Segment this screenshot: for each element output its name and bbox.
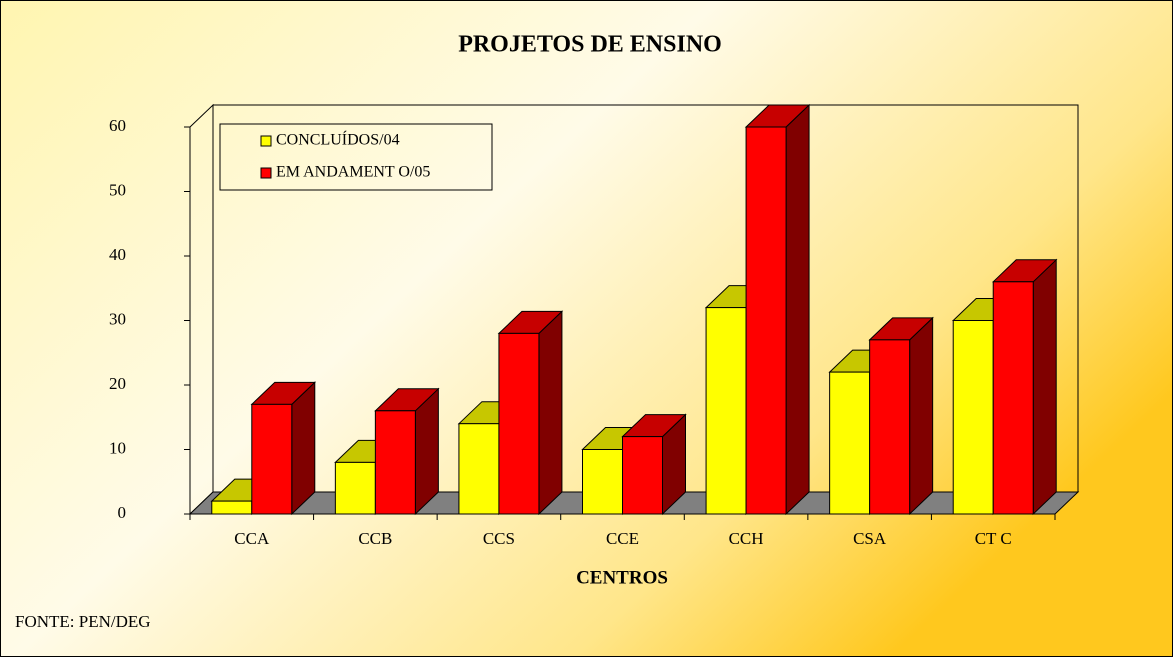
x-tick-label: CT C <box>975 529 1012 548</box>
legend-swatch <box>260 135 272 147</box>
bar <box>868 316 934 516</box>
y-tick-label: 60 <box>109 116 126 135</box>
y-tick-label: 0 <box>118 503 127 522</box>
y-tick-label: 40 <box>109 245 126 264</box>
y-tick-label: 50 <box>109 180 126 199</box>
bar-side <box>785 103 810 516</box>
legend-box <box>219 123 493 191</box>
bar-side <box>909 316 934 516</box>
bar-front <box>705 307 747 515</box>
bar-front <box>251 403 293 515</box>
legend-label: CONCLUÍDOS/04 <box>276 130 400 149</box>
x-tick-label: CCS <box>483 529 515 548</box>
x-tick-label: CSA <box>853 529 887 548</box>
bar-front <box>992 281 1034 515</box>
bar <box>374 387 440 516</box>
x-tick-label: CCB <box>358 529 392 548</box>
bar-front <box>334 461 376 515</box>
bar-front <box>498 332 540 515</box>
bar <box>250 381 317 516</box>
source-note: FONTE: PEN/DEG <box>15 612 151 631</box>
bar <box>497 310 564 516</box>
legend-swatch <box>260 167 272 179</box>
x-tick-label: CCE <box>606 529 639 548</box>
chart-title: PROJETOS DE ENSINO <box>458 32 722 58</box>
legend-label: EM ANDAMENT O/05 <box>276 164 430 181</box>
bar <box>991 258 1058 516</box>
bar-front <box>211 500 253 515</box>
bar-side <box>538 310 563 516</box>
bar-front <box>622 436 663 515</box>
bar-side <box>291 381 316 516</box>
legend: CONCLUÍDOS/04 EM ANDAMENT O/05 <box>219 123 493 191</box>
bar-front <box>952 320 994 515</box>
y-tick-label: 10 <box>109 438 126 457</box>
y-tick-label: 20 <box>109 374 126 393</box>
x-tick-label: CCH <box>729 529 764 548</box>
bar-front <box>458 423 500 515</box>
x-axis-label: CENTROS <box>576 567 668 588</box>
bar <box>621 413 687 516</box>
bar-front <box>582 449 623 515</box>
bar <box>744 103 811 516</box>
bar-front <box>869 339 911 515</box>
bar-side <box>1032 258 1057 516</box>
bar-front <box>829 371 871 515</box>
bar-front <box>745 126 787 515</box>
y-tick-label: 30 <box>109 309 126 328</box>
bar-front <box>374 410 416 515</box>
x-tick-label: CCA <box>234 529 270 548</box>
